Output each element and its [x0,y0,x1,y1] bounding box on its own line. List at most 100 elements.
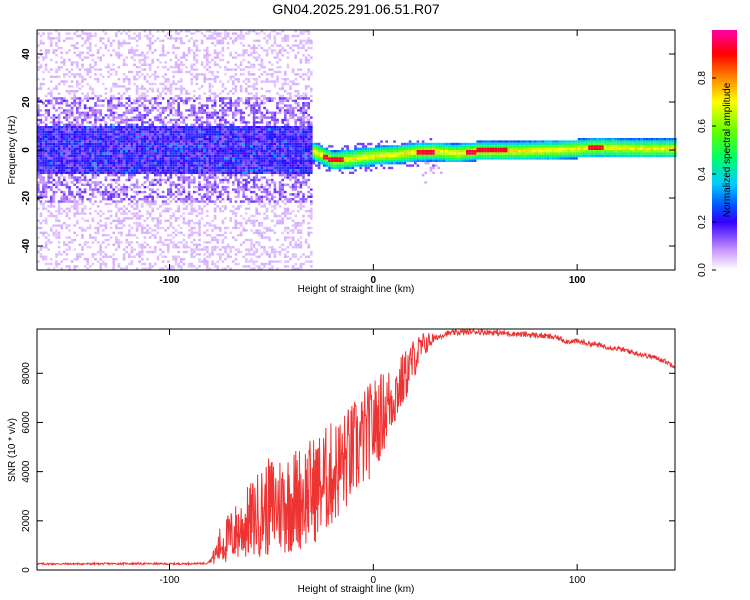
heatmap-cell [263,262,266,266]
heatmap-cell [255,195,258,198]
heatmap-cell [70,114,74,117]
heatmap-cell [128,224,131,227]
heatmap-cell [151,34,154,38]
heatmap-cell [221,219,225,222]
heatmap-cell [190,68,193,71]
heatmap-cell [229,102,232,105]
heatmap-cell [252,73,256,76]
heatmap-cell [57,205,61,208]
heatmap-cell [193,126,196,129]
heatmap-cell [242,162,245,165]
heatmap-cell [117,116,121,119]
heatmap-cell [265,99,269,102]
heatmap-cell [57,147,61,150]
heatmap-cell [226,255,230,258]
heatmap-cell [57,200,61,203]
heatmap-cell [117,262,121,266]
heatmap-cell [219,42,222,45]
heatmap-cell [185,99,188,102]
heatmap-cell [234,126,238,129]
heatmap-cell [247,32,251,35]
heatmap-cell [193,142,196,146]
heatmap-cell [109,54,113,57]
heatmap-cell [94,61,97,64]
heatmap-cell [55,123,58,126]
heatmap-cell [252,133,256,136]
heatmap-cell [120,145,123,148]
heatmap-cell [73,157,76,160]
heatmap-cell [102,130,105,134]
heatmap-cell [135,123,139,126]
heatmap-cell [112,97,115,100]
heatmap-cell [169,37,173,40]
heatmap-cell [237,152,240,155]
heatmap-cell [148,169,152,172]
heatmap-cell [190,265,193,268]
heatmap-cell [185,70,188,74]
heatmap-cell [187,162,191,165]
heatmap-cell [70,260,74,263]
heatmap-cell [44,128,48,131]
heatmap-cell [120,267,123,270]
heatmap-cell [115,97,118,100]
heatmap-cell [47,133,50,136]
heatmap-cell [260,140,264,143]
heatmap-cell [60,138,63,141]
heatmap-cell [234,200,238,203]
heatmap-cell [42,126,45,129]
heatmap-cell [247,130,251,134]
heatmap-cell [117,30,121,33]
heatmap-cell [122,63,126,66]
heatmap-cell [154,150,157,153]
heatmap-cell [255,186,258,189]
heatmap-cell [151,198,154,201]
heatmap-cell [187,147,191,150]
heatmap-cell [125,157,128,160]
heatmap-cell [146,150,149,153]
heatmap-cell [78,123,82,126]
heatmap-cell [70,195,74,198]
heatmap-cell [60,133,63,136]
heatmap-cell [226,80,230,83]
heatmap-cell [159,166,162,170]
heatmap-cell [120,222,123,225]
heatmap-cell [70,102,74,105]
heatmap-cell [258,63,261,66]
heatmap-cell [99,73,102,76]
heatmap-cell [125,118,128,122]
heatmap-cell [96,157,100,160]
heatmap-cell [81,92,84,95]
heatmap-cell [265,121,269,124]
heatmap-cell [174,121,178,124]
heatmap-cell [78,150,82,153]
heatmap-cell [104,130,108,134]
heatmap-cell [102,190,105,194]
heatmap-cell [81,207,84,210]
heatmap-cell [102,260,105,263]
heatmap-cell [167,102,170,105]
heatmap-cell [102,229,105,232]
heatmap-cell [151,154,154,158]
heatmap-cell [237,78,240,81]
heatmap-cell [125,212,128,215]
heatmap-cell [245,90,248,93]
heatmap-cell [265,226,269,230]
heatmap-cell [122,210,126,213]
heatmap-cell [255,193,258,196]
heatmap-cell [39,121,43,124]
heatmap-cell [135,205,139,208]
heatmap-cell [180,97,183,100]
heatmap-cell [143,140,147,143]
heatmap-cell [128,253,131,256]
heatmap-cell [107,145,110,148]
heatmap-cell [52,198,56,201]
heatmap-cell [68,198,71,201]
heatmap-cell [146,159,149,162]
heatmap-cell [89,234,92,237]
heatmap-cell [99,126,102,129]
heatmap-cell [91,193,95,196]
heatmap-cell [57,157,61,160]
heatmap-cell [148,214,152,218]
heatmap-cell [164,133,167,136]
heatmap-cell [250,171,253,174]
